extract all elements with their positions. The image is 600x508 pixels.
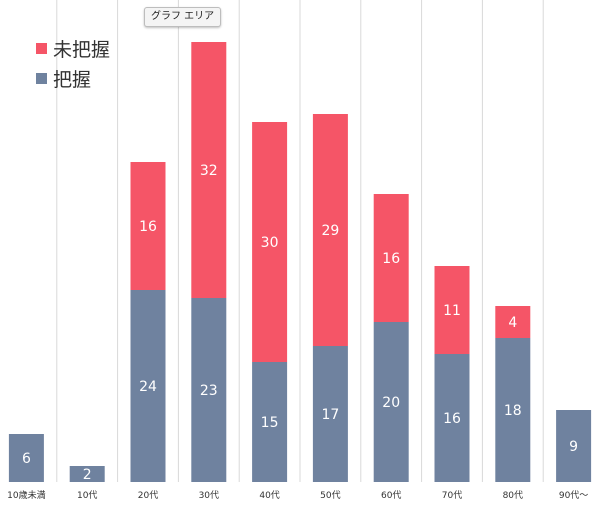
bar-value-label: 6 xyxy=(22,451,31,467)
bar-unknown-7 xyxy=(434,266,470,354)
bars xyxy=(8,42,592,482)
x-tick-label: 60代 xyxy=(381,490,401,501)
bar-value-label: 16 xyxy=(382,251,400,267)
bar-known-5 xyxy=(312,346,348,482)
chart-area-tooltip: グラフ エリア xyxy=(144,7,222,27)
legend-item-unknown: 未把握 xyxy=(36,33,110,63)
bar-known-0 xyxy=(8,434,44,482)
bar-labels: 6 2 24 16 23 32 15 30 17 29 20 16 16 11 18 4 9 xyxy=(22,163,578,483)
bar-value-label: 9 xyxy=(569,439,578,455)
x-tick-label: 80代 xyxy=(503,490,523,501)
bar-value-label: 18 xyxy=(504,403,522,419)
bar-known-9 xyxy=(556,410,592,482)
bar-value-label: 23 xyxy=(200,383,218,399)
bar-value-label: 15 xyxy=(261,415,279,431)
legend-label-known: 把握 xyxy=(53,68,92,91)
bar-unknown-5 xyxy=(312,114,348,346)
legend-item-known: 把握 xyxy=(36,63,110,93)
x-tick-label: 70代 xyxy=(442,490,462,501)
bar-unknown-3 xyxy=(191,42,227,298)
grid-lines xyxy=(56,0,544,482)
bar-known-8 xyxy=(495,338,531,482)
bar-value-label: 4 xyxy=(508,315,517,331)
legend-swatch-unknown xyxy=(36,42,47,54)
x-tick-label: 50代 xyxy=(320,490,340,501)
legend: 未把握 把握 xyxy=(36,33,110,93)
bar-value-label: 24 xyxy=(139,379,157,395)
bar-value-label: 11 xyxy=(443,303,461,319)
bar-known-7 xyxy=(434,354,470,482)
bar-known-1 xyxy=(69,466,105,482)
x-tick-label: 40代 xyxy=(259,490,279,501)
bar-unknown-6 xyxy=(373,194,409,322)
x-tick-label: 90代〜 xyxy=(559,490,588,501)
x-tick-label: 30代 xyxy=(199,490,219,501)
bar-value-label: 32 xyxy=(200,163,218,179)
bar-value-label: 30 xyxy=(261,235,279,251)
bar-unknown-2 xyxy=(130,162,166,290)
bar-known-2 xyxy=(130,290,166,482)
bar-value-label: 16 xyxy=(443,411,461,427)
legend-swatch-known xyxy=(36,72,47,84)
bar-known-3 xyxy=(191,298,227,482)
bar-value-label: 29 xyxy=(321,223,339,239)
bar-known-4 xyxy=(252,362,288,482)
x-tick-label: 10歳未満 xyxy=(7,489,45,501)
bar-value-label: 2 xyxy=(83,467,92,483)
legend-label-unknown: 未把握 xyxy=(53,38,111,61)
bar-unknown-8 xyxy=(495,306,531,338)
bar-value-label: 16 xyxy=(139,219,157,235)
x-axis-ticks: 10歳未満 10代 20代 30代 40代 50代 60代 70代 80代 90代〜 xyxy=(7,489,588,501)
bar-value-label: 17 xyxy=(321,407,339,423)
bar-known-6 xyxy=(373,322,409,482)
x-tick-label: 20代 xyxy=(138,490,158,501)
bar-value-label: 20 xyxy=(382,395,400,411)
x-tick-label: 10代 xyxy=(77,490,97,501)
bar-unknown-4 xyxy=(252,122,288,362)
